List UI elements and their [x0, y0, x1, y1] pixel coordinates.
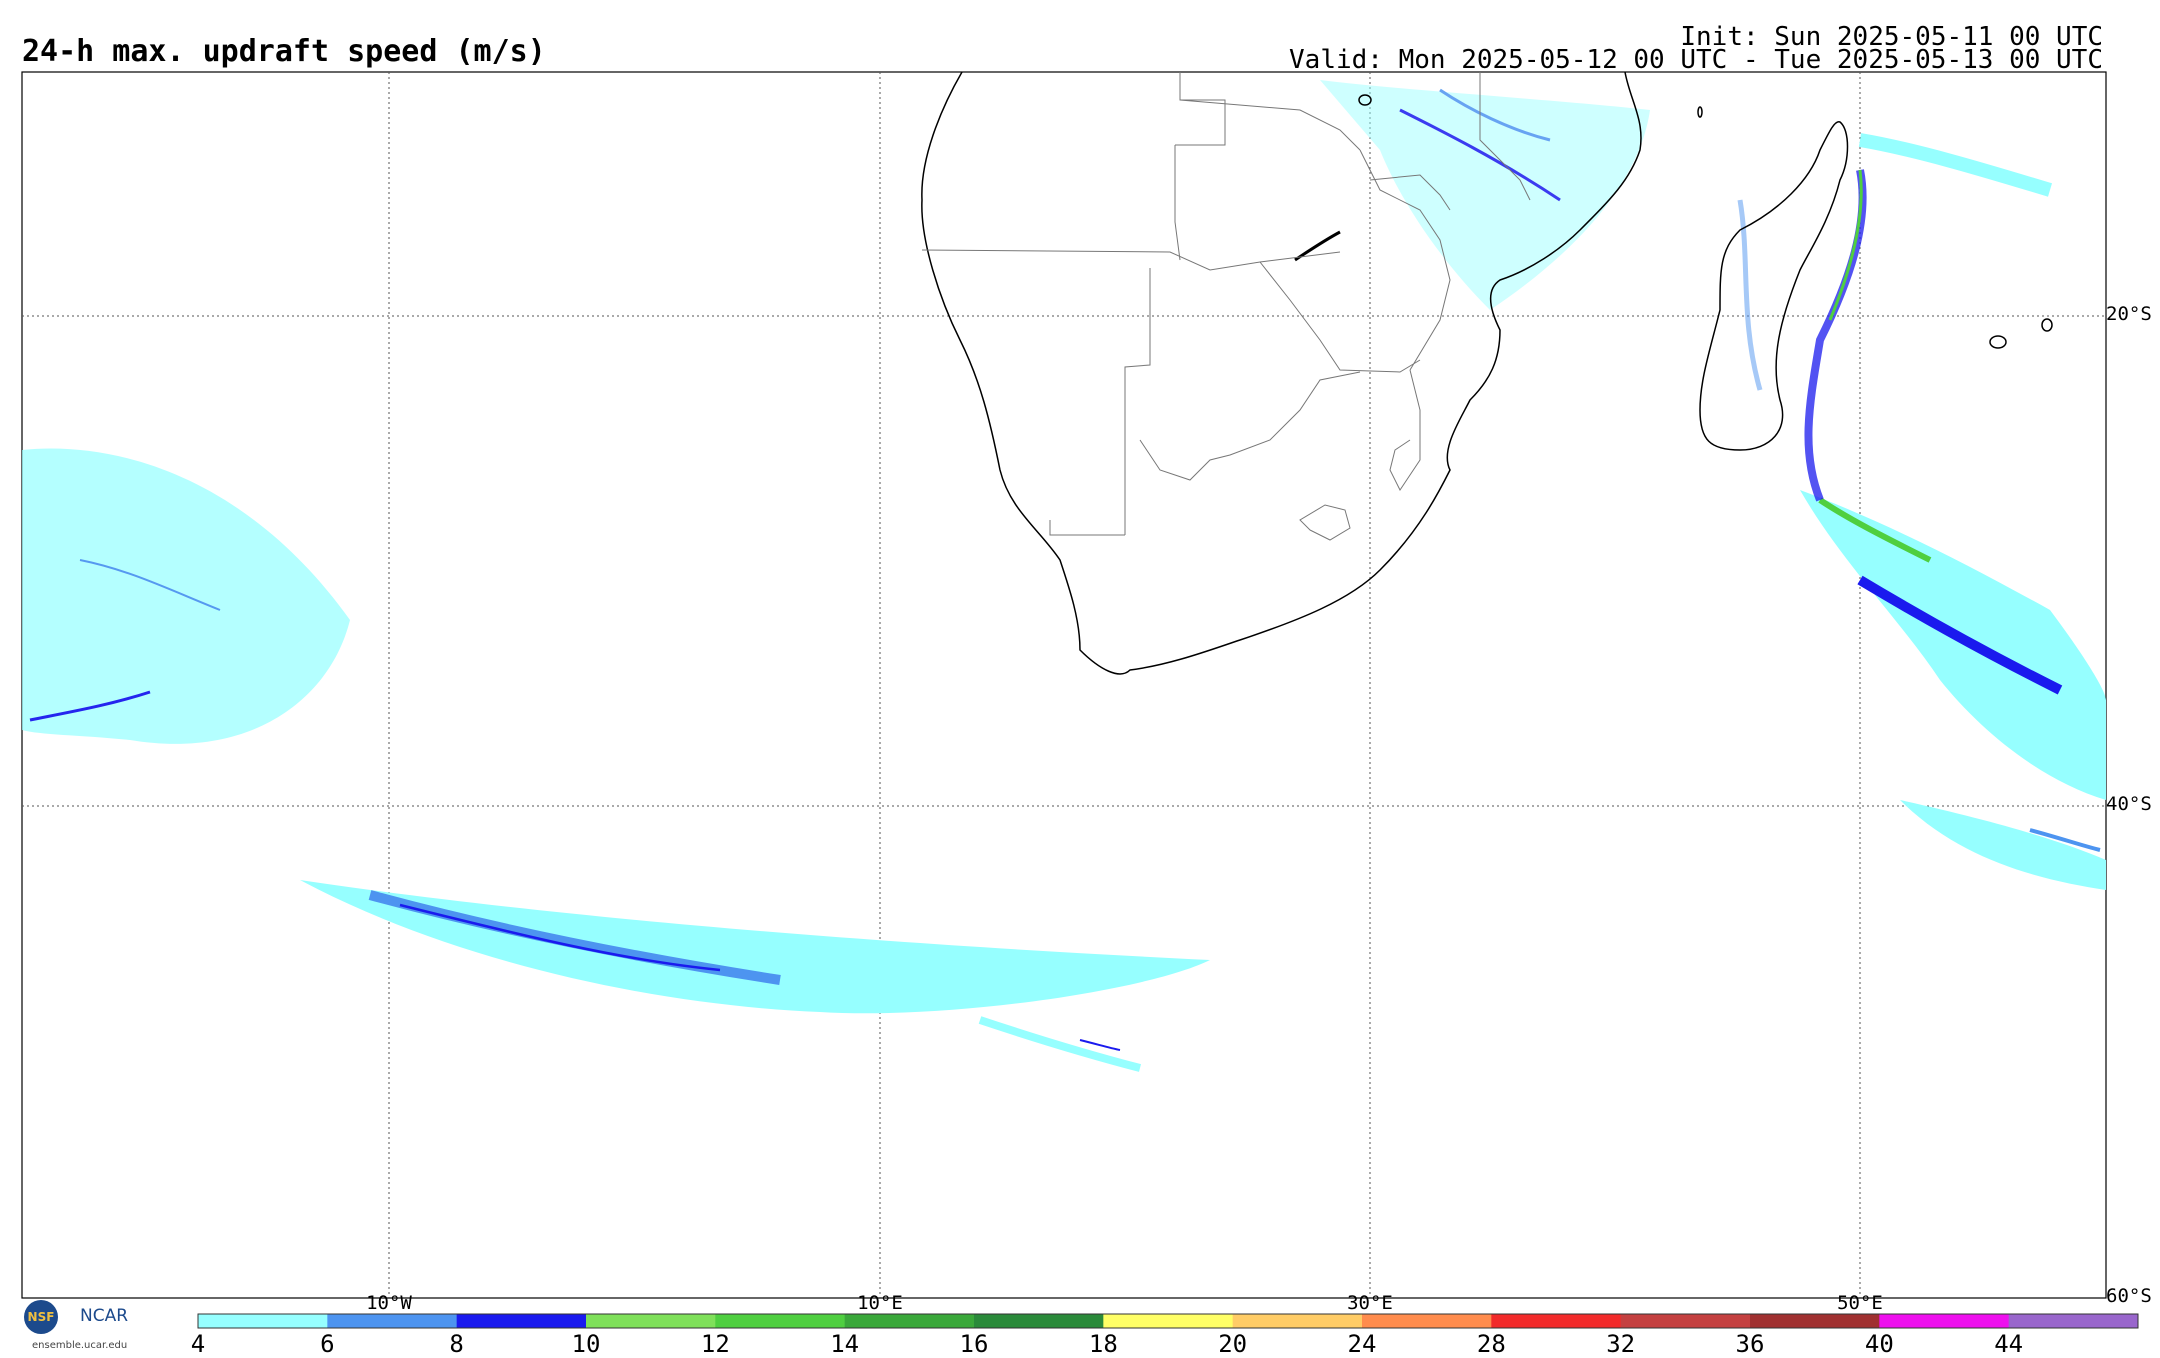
updraft-field-west — [22, 448, 350, 744]
lat-label: 20°S — [2106, 303, 2152, 325]
colorbar-tick-label: 14 — [830, 1330, 860, 1358]
colorbar-tick-label: 6 — [320, 1330, 335, 1358]
map-title: 24-h max. updraft speed (m/s) — [22, 34, 546, 69]
country-borders — [921, 72, 1531, 541]
nsf-logo: NSF — [24, 1300, 58, 1334]
colorbar-tick-label: 10 — [571, 1330, 601, 1358]
colorbar-tick-label: 12 — [700, 1330, 730, 1358]
colorbar-tick-label: 24 — [1347, 1330, 1377, 1358]
logo-url: ensemble.ucar.edu — [32, 1340, 128, 1351]
colorbar-tick-label: 44 — [1994, 1330, 2024, 1358]
lon-label: 10°E — [857, 1292, 903, 1314]
ncar-logo: NCAR — [80, 1306, 129, 1326]
colorbar-tick-label: 16 — [959, 1330, 989, 1358]
colorbar-tick-label: 32 — [1606, 1330, 1636, 1358]
updraft-field-mozambique — [1320, 80, 1650, 310]
updraft-field-madagascar — [1737, 133, 2053, 502]
colorbar-tick-label: 36 — [1735, 1330, 1765, 1358]
updraft-field-southeast — [1800, 490, 2106, 890]
updraft-field-south-atlantic — [300, 880, 1210, 1072]
lat-label: 40°S — [2106, 793, 2152, 815]
colorbar-tick-label: 4 — [190, 1330, 206, 1358]
colorbar-tick-label: 18 — [1088, 1330, 1118, 1358]
colorbar-tick-label: 20 — [1218, 1330, 1248, 1358]
init-time: Init: Sun 2025-05-11 00 UTC — [1680, 22, 2103, 52]
lat-label: 60°S — [2106, 1285, 2152, 1307]
graticule — [22, 72, 2106, 1298]
colorbar-tick-label: 40 — [1864, 1330, 1894, 1358]
lon-label: 10°W — [366, 1292, 412, 1314]
map-frame — [21, 71, 2107, 1299]
lon-label: 50°E — [1837, 1292, 1883, 1314]
valid-time: Valid: Mon 2025-05-12 00 UTC - Tue 2025-… — [1289, 45, 2103, 75]
lon-label: 30°E — [1347, 1292, 1393, 1314]
colorbar-tick-label: 8 — [449, 1330, 464, 1358]
colorbar-tick-label: 28 — [1476, 1330, 1506, 1358]
